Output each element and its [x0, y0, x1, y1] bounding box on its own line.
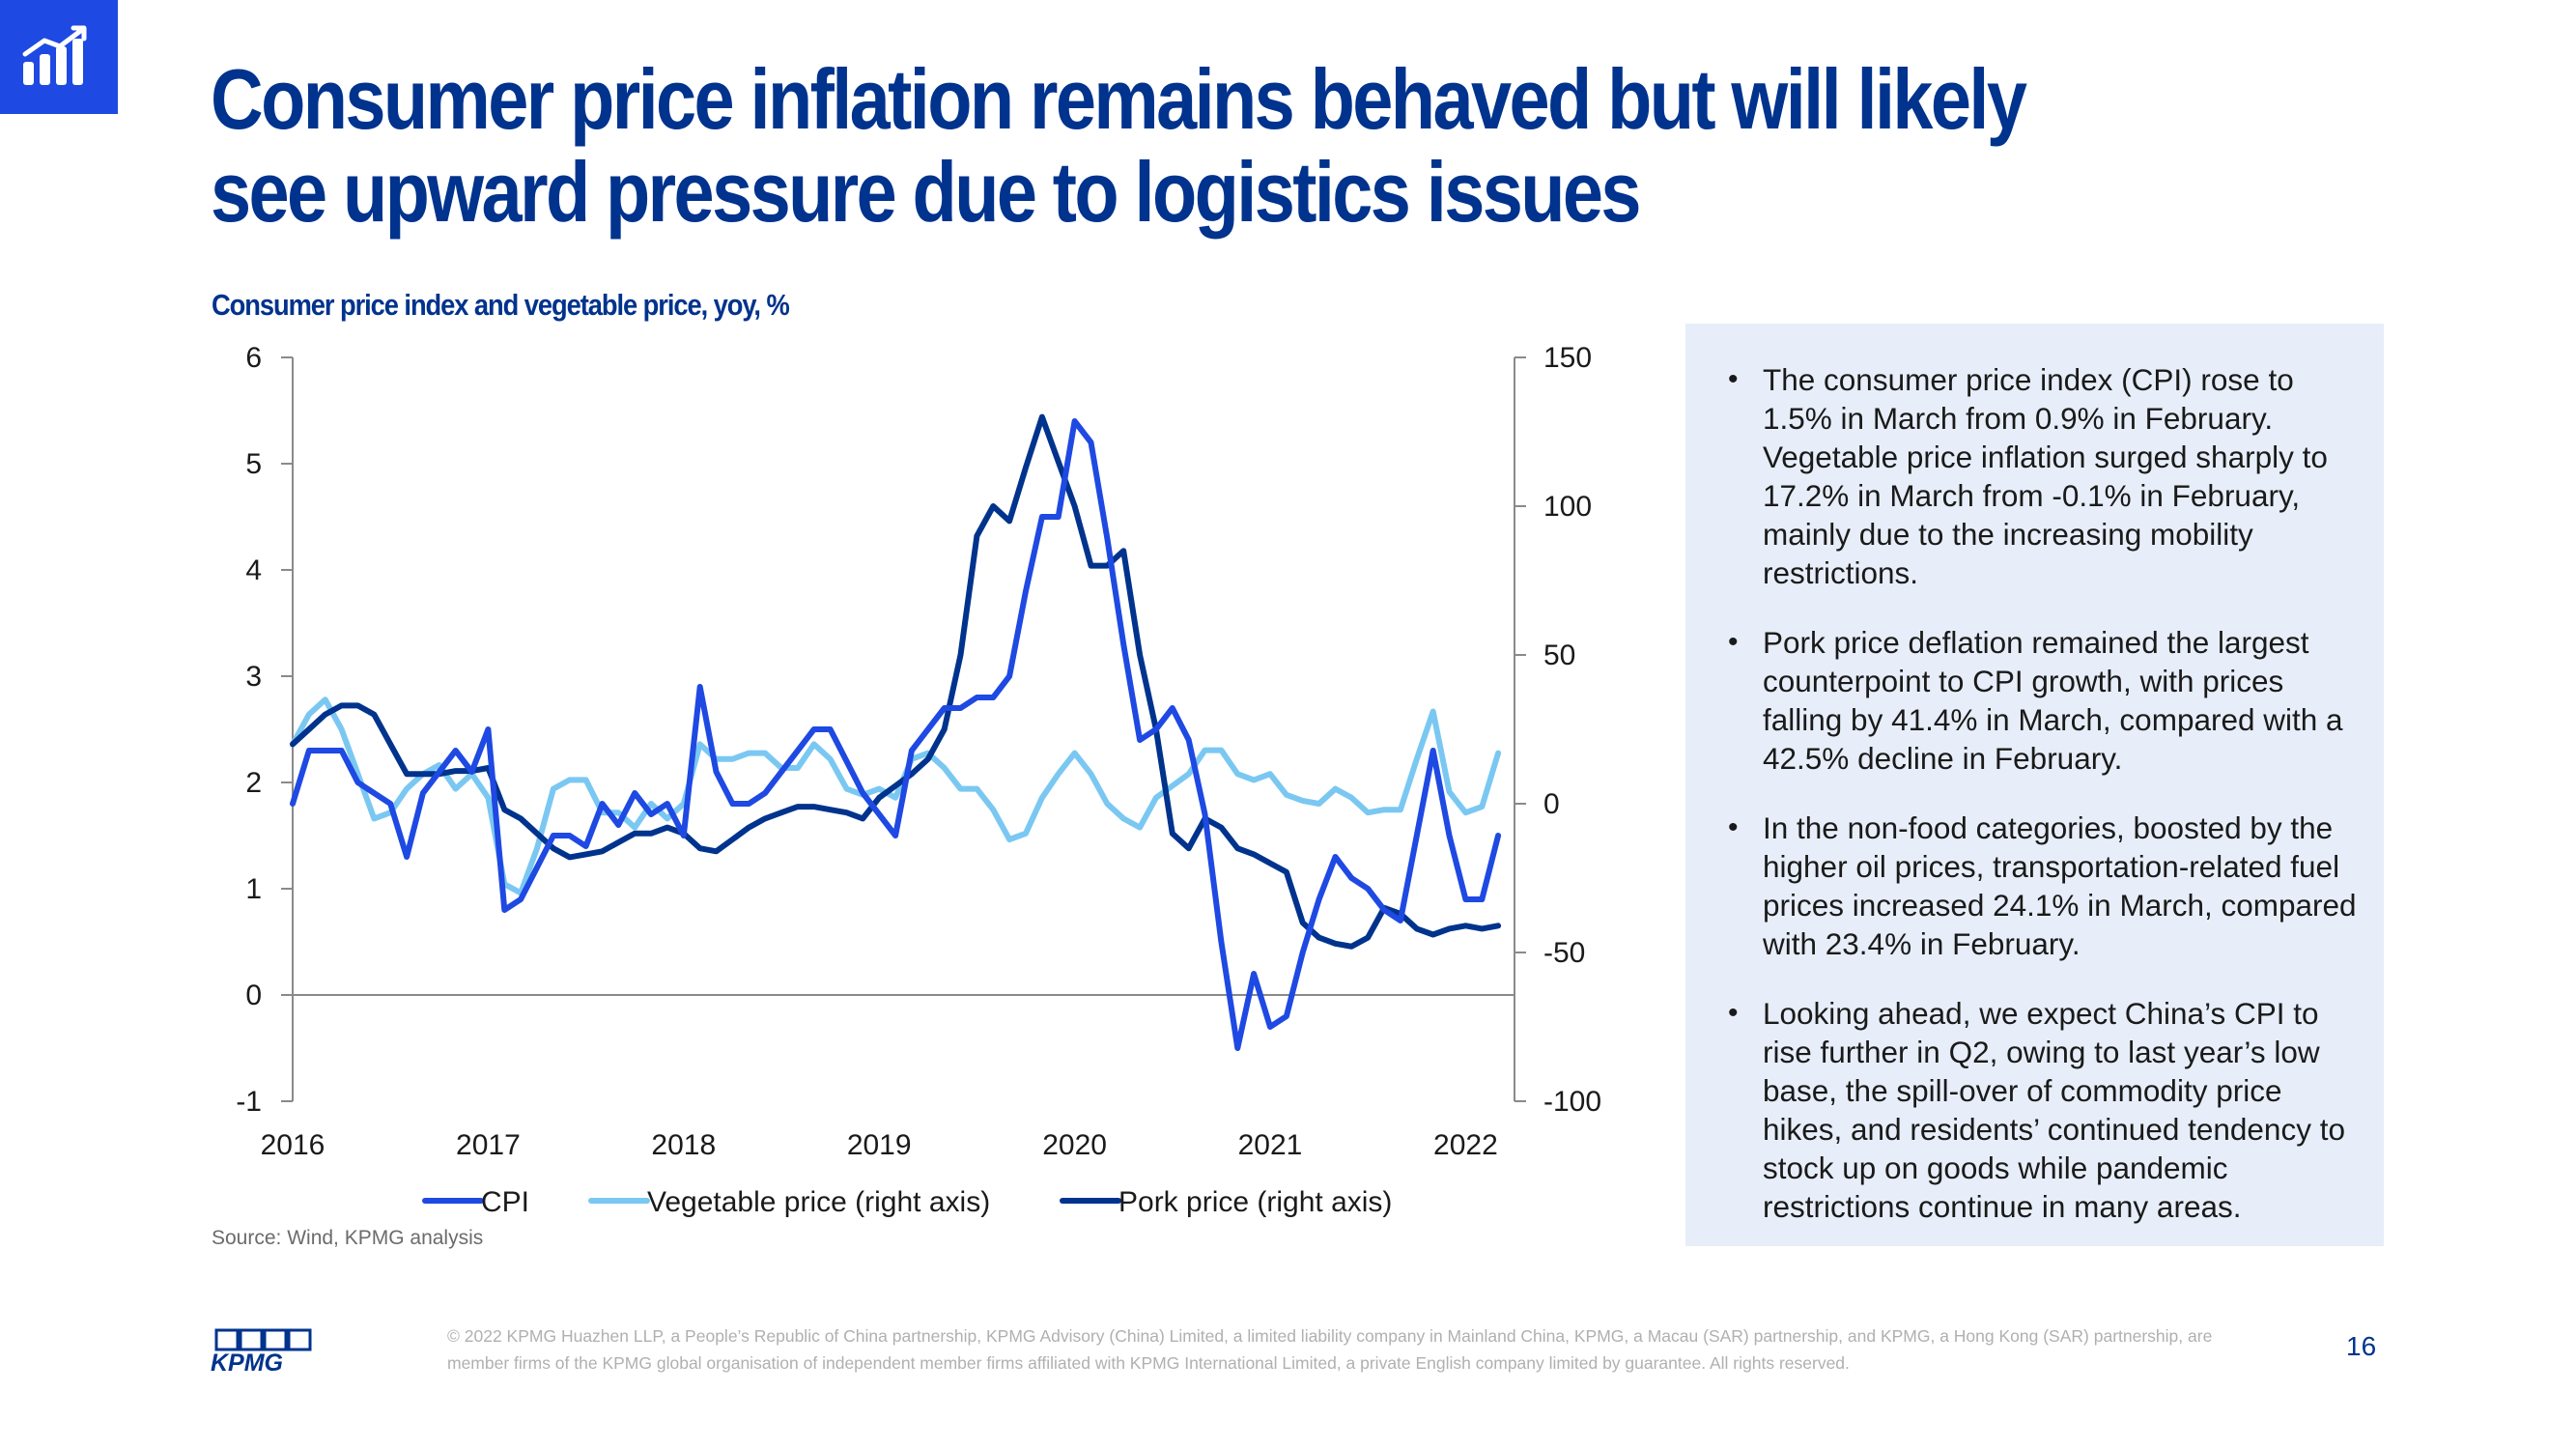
- bar-chart-growth-icon: [22, 25, 87, 85]
- x-tick-label: 2021: [1238, 1129, 1303, 1161]
- commentary-panel: • The consumer price index (CPI) rose to …: [1685, 324, 2384, 1246]
- bullet-text: Looking ahead, we expect China’s CPI to …: [1763, 996, 2345, 1224]
- commentary-bullet: • Pork price deflation remained the large…: [1724, 623, 2363, 778]
- bullet-text: Pork price deflation remained the larges…: [1763, 625, 2343, 776]
- page-number: 16: [2346, 1331, 2377, 1361]
- chart-subtitle: Consumer price index and vegetable price…: [212, 288, 790, 322]
- bullet-dot-icon: •: [1728, 811, 1739, 843]
- y-left-tick-label: 4: [245, 554, 262, 586]
- x-tick-label: 2018: [651, 1129, 716, 1161]
- legend-label: CPI: [481, 1186, 529, 1218]
- y-left-tick-label: 0: [245, 980, 262, 1011]
- page-title: Consumer price inflation remains behaved…: [211, 51, 2027, 240]
- commentary-list: • The consumer price index (CPI) rose to …: [1724, 360, 2363, 1226]
- y-right-tick-label: 50: [1543, 639, 1575, 671]
- footer-legal: © 2022 KPMG Huazhen LLP, a People’s Repu…: [447, 1326, 2213, 1373]
- x-tick-label: 2016: [261, 1129, 326, 1161]
- bullet-dot-icon: •: [1728, 997, 1739, 1029]
- corner-badge: [0, 0, 118, 114]
- commentary-bullet: • In the non-food categories, boosted by …: [1724, 809, 2363, 963]
- bullet-dot-icon: •: [1728, 363, 1739, 395]
- bullet-text: The consumer price index (CPI) rose to 1…: [1763, 362, 2328, 590]
- y-right-tick-label: 150: [1543, 342, 1592, 374]
- legend-label: Vegetable price (right axis): [647, 1186, 990, 1218]
- commentary-bullet: • The consumer price index (CPI) rose to …: [1724, 360, 2363, 592]
- legend-label: Pork price (right axis): [1118, 1186, 1392, 1218]
- x-tick-label: 2020: [1042, 1129, 1107, 1161]
- chart-source: Source: Wind, KPMG analysis: [212, 1227, 484, 1249]
- commentary-bullet: • Looking ahead, we expect China’s CPI to…: [1724, 994, 2363, 1226]
- y-left-tick-label: 6: [245, 342, 262, 374]
- series-line-pork-price-right-axis: [290, 413, 1502, 950]
- kpmg-logo: KPMG: [211, 1328, 312, 1375]
- y-right-tick-label: 100: [1543, 491, 1592, 523]
- y-left-tick-label: 3: [245, 661, 262, 693]
- bullet-text: In the non-food categories, boosted by t…: [1763, 810, 2357, 961]
- bullet-dot-icon: •: [1728, 626, 1739, 658]
- kpmg-logo-text: KPMG: [211, 1350, 283, 1375]
- series-line-vegetable-price-right-axis: [290, 696, 1502, 896]
- y-right-tick-label: 0: [1543, 788, 1560, 820]
- x-tick-label: 2017: [456, 1129, 521, 1161]
- y-left-tick-label: 2: [245, 767, 262, 799]
- y-left-tick-label: -1: [236, 1086, 262, 1118]
- y-left-tick-label: 5: [245, 448, 262, 480]
- chart: 6 5 4 3 2 1 0 -1 150 100 50 0 -50 -100 2016 2017 2018 201…: [236, 342, 1601, 1218]
- y-left-tick-label: 1: [245, 873, 262, 905]
- x-tick-label: 2022: [1433, 1129, 1498, 1161]
- y-right-tick-label: -100: [1543, 1086, 1601, 1118]
- x-tick-label: 2019: [847, 1129, 912, 1161]
- y-right-tick-label: -50: [1543, 937, 1585, 969]
- series-line-cpi: [290, 418, 1502, 1051]
